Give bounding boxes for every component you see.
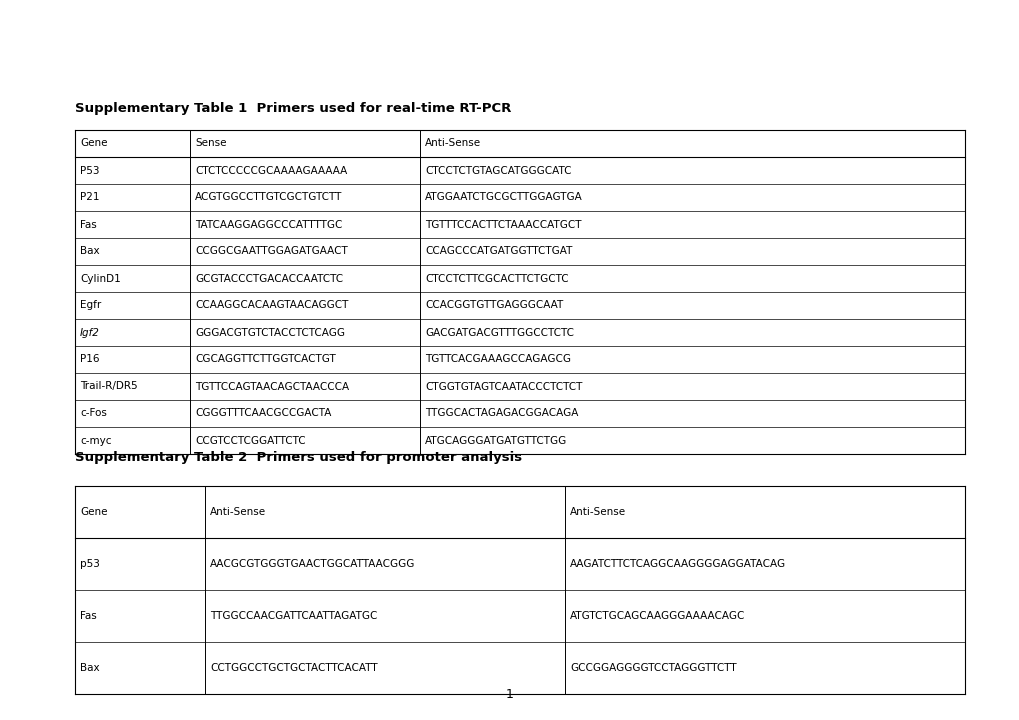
Text: CTCCTCTGTAGCATGGGCATC: CTCCTCTGTAGCATGGGCATC [425, 166, 571, 176]
Text: CGCAGGTTCTTGGTCACTGT: CGCAGGTTCTTGGTCACTGT [195, 354, 335, 364]
Text: AACGCGTGGGTGAACTGGCATTAACGGG: AACGCGTGGGTGAACTGGCATTAACGGG [210, 559, 415, 569]
Text: Gene: Gene [79, 507, 107, 517]
Text: ATGTCTGCAGCAAGGGAAAACAGC: ATGTCTGCAGCAAGGGAAAACAGC [570, 611, 745, 621]
Text: CTCCTCTTCGCACTTCTGCTC: CTCCTCTTCGCACTTCTGCTC [425, 274, 568, 284]
Text: P21: P21 [79, 192, 100, 202]
Text: CCTGGCCTGCTGCTACTTCACATT: CCTGGCCTGCTGCTACTTCACATT [210, 663, 377, 673]
Text: CylinD1: CylinD1 [79, 274, 120, 284]
Text: ATGCAGGGATGATGTTCTGG: ATGCAGGGATGATGTTCTGG [425, 436, 567, 446]
Text: TGTTTCCACTTCTAAACCATGCT: TGTTTCCACTTCTAAACCATGCT [425, 220, 581, 230]
Text: CCGGCGAATTGGAGATGAACT: CCGGCGAATTGGAGATGAACT [195, 246, 347, 256]
Text: Anti-Sense: Anti-Sense [210, 507, 266, 517]
Text: Supplementary Table 2  Primers used for promoter analysis: Supplementary Table 2 Primers used for p… [75, 451, 522, 464]
Text: Fas: Fas [79, 611, 97, 621]
Text: GCCGGAGGGGTCCTAGGGTTCTT: GCCGGAGGGGTCCTAGGGTTCTT [570, 663, 736, 673]
Text: Bax: Bax [79, 663, 100, 673]
Text: Gene: Gene [79, 138, 107, 148]
Text: TGTTCACGAAAGCCAGAGCG: TGTTCACGAAAGCCAGAGCG [425, 354, 571, 364]
Text: 1: 1 [505, 688, 514, 701]
Text: TGTTCCAGTAACAGCTAACCCA: TGTTCCAGTAACAGCTAACCCA [195, 382, 348, 392]
Text: CCGTCCTCGGATTCTC: CCGTCCTCGGATTCTC [195, 436, 306, 446]
Text: P53: P53 [79, 166, 100, 176]
Text: TTGGCCAACGATTCAATTAGATGC: TTGGCCAACGATTCAATTAGATGC [210, 611, 377, 621]
Text: P16: P16 [79, 354, 100, 364]
Text: c-myc: c-myc [79, 436, 111, 446]
Text: CCAGCCCATGATGGTTCTGAT: CCAGCCCATGATGGTTCTGAT [425, 246, 572, 256]
Text: CGGGTTTCAACGCCGACTA: CGGGTTTCAACGCCGACTA [195, 408, 331, 418]
Text: TATCAAGGAGGCCCATTTTGC: TATCAAGGAGGCCCATTTTGC [195, 220, 342, 230]
Text: GGGACGTGTCTACCTCTCAGG: GGGACGTGTCTACCTCTCAGG [195, 328, 344, 338]
Text: Sense: Sense [195, 138, 226, 148]
Text: Supplementary Table 1  Primers used for real-time RT-PCR: Supplementary Table 1 Primers used for r… [75, 102, 511, 115]
Text: GACGATGACGTTTGGCCTCTC: GACGATGACGTTTGGCCTCTC [425, 328, 574, 338]
Text: ACGTGGCCTTGTCGCTGTCTT: ACGTGGCCTTGTCGCTGTCTT [195, 192, 342, 202]
Text: ATGGAATCTGCGCTTGGAGTGA: ATGGAATCTGCGCTTGGAGTGA [425, 192, 582, 202]
Text: c-Fos: c-Fos [79, 408, 107, 418]
Text: Egfr: Egfr [79, 300, 101, 310]
Text: TTGGCACTAGAGACGGACAGA: TTGGCACTAGAGACGGACAGA [425, 408, 578, 418]
Text: Bax: Bax [79, 246, 100, 256]
Text: p53: p53 [79, 559, 100, 569]
Text: Trail-R/DR5: Trail-R/DR5 [79, 382, 138, 392]
Text: GCGTACCCTGACACCAATCTC: GCGTACCCTGACACCAATCTC [195, 274, 342, 284]
Text: CCAAGGCACAAGTAACAGGCT: CCAAGGCACAAGTAACAGGCT [195, 300, 348, 310]
Text: CTCTCCCCCGCAAAAGAAAAA: CTCTCCCCCGCAAAAGAAAAA [195, 166, 346, 176]
Text: CCACGGTGTTGAGGGCAAT: CCACGGTGTTGAGGGCAAT [425, 300, 562, 310]
Text: CTGGTGTAGTCAATACCCTCTCT: CTGGTGTAGTCAATACCCTCTCT [425, 382, 582, 392]
Text: Anti-Sense: Anti-Sense [425, 138, 481, 148]
Text: Anti-Sense: Anti-Sense [570, 507, 626, 517]
Text: Fas: Fas [79, 220, 97, 230]
Text: AAGATCTTCTCAGGCAAGGGGAGGATACAG: AAGATCTTCTCAGGCAAGGGGAGGATACAG [570, 559, 786, 569]
Text: Igf2: Igf2 [79, 328, 100, 338]
